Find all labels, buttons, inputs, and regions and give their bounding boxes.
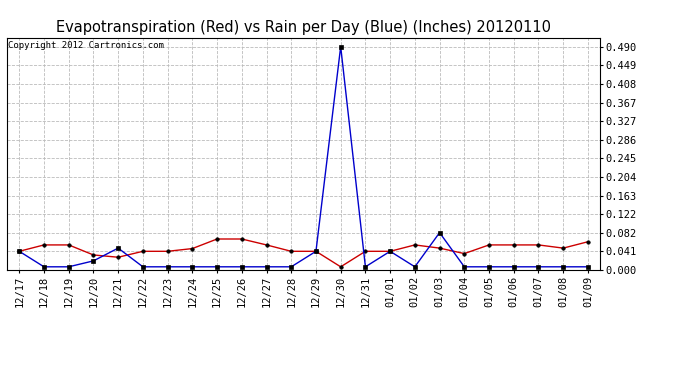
Title: Evapotranspiration (Red) vs Rain per Day (Blue) (Inches) 20120110: Evapotranspiration (Red) vs Rain per Day… [56, 20, 551, 35]
Text: Copyright 2012 Cartronics.com: Copyright 2012 Cartronics.com [8, 41, 164, 50]
